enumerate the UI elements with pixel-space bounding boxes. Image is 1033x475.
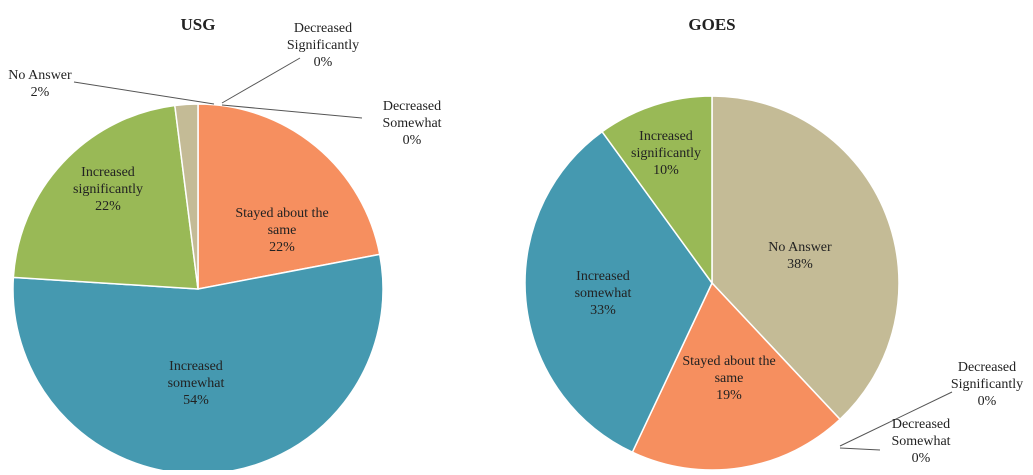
leader-line-noanswer: [73, 81, 215, 105]
leader-line-dec_some: [221, 104, 363, 119]
pie-slice-significantly: [601, 95, 713, 286]
pie-slice-stayed: [197, 103, 381, 290]
pie-slice-noanswer: [173, 103, 199, 290]
leader-line-dec_some: [839, 447, 881, 451]
leader-line-dec_sig: [839, 391, 953, 447]
slice-label-dec_some: Decreased Somewhat 0%: [382, 99, 441, 148]
slice-label-somewhat: Increased somewhat 54%: [168, 359, 225, 408]
chart-title: USG: [181, 15, 216, 34]
leader-line-dec_sig: [221, 57, 301, 104]
slice-label-noanswer: No Answer 2%: [8, 68, 72, 100]
goes-pie-chart: GOES No Answer 38% Decreased Significantly 0%…: [524, 15, 1023, 471]
slice-label-dec_sig: Decreased Significantly 0%: [287, 21, 359, 70]
slice-label-somewhat: Increased somewhat 33%: [575, 269, 632, 318]
slice-label-significantly: Increased significantly 10%: [631, 129, 701, 178]
chart-title: GOES: [688, 15, 735, 34]
slice-label-dec_some: Decreased Somewhat 0%: [891, 417, 950, 466]
pie-slice-noanswer: [711, 95, 900, 421]
slice-label-noanswer: No Answer 38%: [768, 240, 832, 272]
pie-slice-stayed: [631, 281, 842, 471]
slice-label-significantly: Increased significantly 22%: [73, 165, 143, 214]
slice-label-stayed: Stayed about the same 19%: [682, 354, 775, 403]
slice-label-stayed: Stayed about the same 22%: [235, 206, 328, 255]
slice-label-dec_sig: Decreased Significantly 0%: [951, 360, 1023, 409]
usg-pie-chart: USG Stayed about the same 22% Increased somew…: [8, 15, 442, 475]
pie-slice-somewhat: [524, 130, 713, 454]
pie-slice-significantly: [12, 104, 199, 290]
